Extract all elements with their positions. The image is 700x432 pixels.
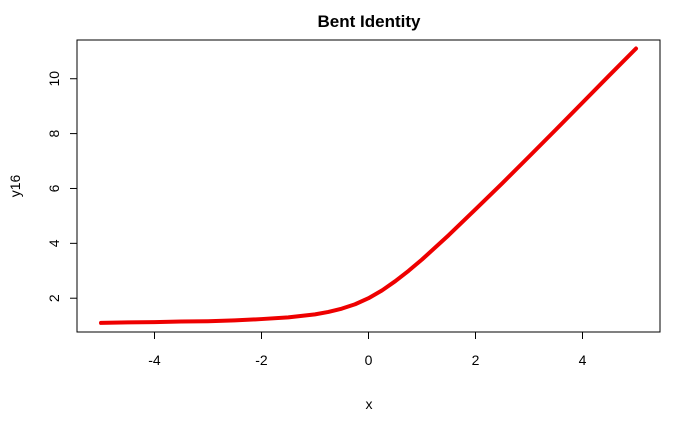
y-axis: 2 4 6 8 10: [46, 71, 78, 302]
y-tick-label: 4: [46, 239, 62, 247]
y-tick-label: 2: [46, 294, 62, 302]
y-tick-label: 8: [46, 129, 62, 137]
y-tick-label: 6: [46, 184, 62, 192]
x-tick-label: 4: [579, 352, 587, 368]
x-axis: -4 -2 0 2 4: [148, 331, 587, 368]
series-line: [99, 46, 638, 325]
series-layer: [99, 46, 638, 325]
y-tick-label: 10: [46, 71, 62, 87]
chart-title: Bent Identity: [318, 12, 421, 31]
plot-frame: [76, 39, 661, 333]
x-tick-label: -2: [255, 352, 268, 368]
x-axis-label: x: [366, 396, 373, 412]
x-tick-label: 2: [472, 352, 480, 368]
x-tick-label: 0: [365, 352, 373, 368]
x-tick-label: -4: [148, 352, 161, 368]
y-axis-label: y16: [7, 175, 23, 198]
